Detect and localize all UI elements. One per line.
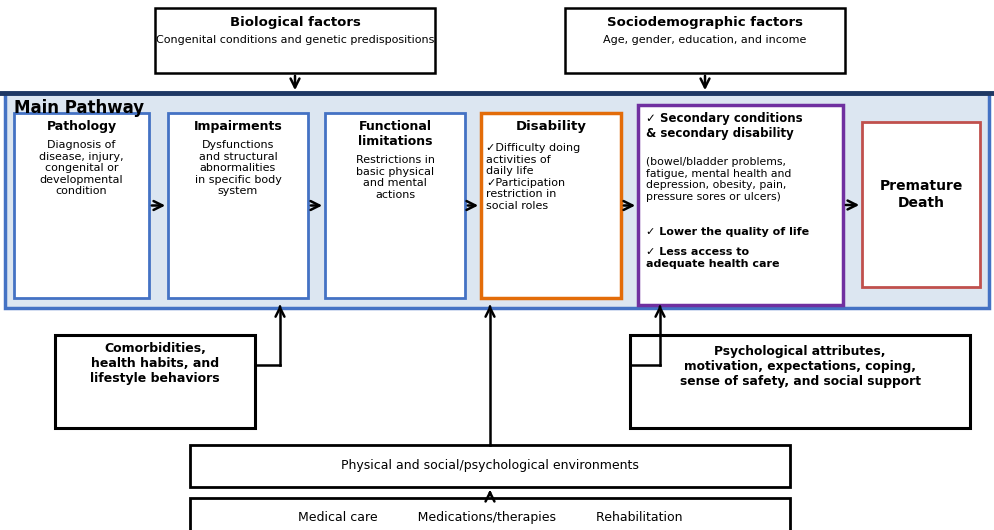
Text: Congenital conditions and genetic predispositions: Congenital conditions and genetic predis… <box>156 35 434 45</box>
Bar <box>168 113 308 298</box>
Text: Psychological attributes,
motivation, expectations, coping,
sense of safety, and: Psychological attributes, motivation, ex… <box>680 345 920 388</box>
Text: ✓ Less access to
adequate health care: ✓ Less access to adequate health care <box>646 247 779 269</box>
Text: Pathology: Pathology <box>47 120 116 133</box>
Text: Diagnosis of
disease, injury,
congenital or
developmental
condition: Diagnosis of disease, injury, congenital… <box>39 140 124 197</box>
Bar <box>862 122 980 287</box>
Bar <box>325 113 465 298</box>
Text: Sociodemographic factors: Sociodemographic factors <box>607 16 803 29</box>
Bar <box>55 335 255 428</box>
Text: ✓ Lower the quality of life: ✓ Lower the quality of life <box>646 227 809 237</box>
Text: Dysfunctions
and structural
abnormalities
in specific body
system: Dysfunctions and structural abnormalitie… <box>195 140 281 197</box>
Bar <box>14 113 149 298</box>
Text: Comorbidities,
health habits, and
lifestyle behaviors: Comorbidities, health habits, and lifest… <box>90 342 220 385</box>
Bar <box>481 113 621 298</box>
Text: ✓Difficulty doing
activities of
daily life
✓Participation
restriction in
social : ✓Difficulty doing activities of daily li… <box>486 143 580 211</box>
Text: Biological factors: Biological factors <box>230 16 361 29</box>
Text: Physical and social/psychological environments: Physical and social/psychological enviro… <box>341 460 639 473</box>
Text: Restrictions in
basic physical
and mental
actions: Restrictions in basic physical and menta… <box>356 155 434 200</box>
Bar <box>155 8 435 73</box>
Bar <box>190 445 790 487</box>
Bar <box>190 498 790 530</box>
Text: Medical care          Medications/therapies          Rehabilitation: Medical care Medications/therapies Rehab… <box>298 510 682 524</box>
Text: Main Pathway: Main Pathway <box>14 99 144 117</box>
Bar <box>565 8 845 73</box>
Text: Disability: Disability <box>516 120 586 133</box>
Text: Impairments: Impairments <box>194 120 282 133</box>
Bar <box>630 335 970 428</box>
Text: Age, gender, education, and income: Age, gender, education, and income <box>603 35 807 45</box>
Text: ✓ Secondary conditions
& secondary disability: ✓ Secondary conditions & secondary disab… <box>646 112 802 140</box>
Text: (bowel/bladder problems,
fatigue, mental health and
depression, obesity, pain,
p: (bowel/bladder problems, fatigue, mental… <box>646 157 791 202</box>
Text: Functional
limitations: Functional limitations <box>358 120 432 148</box>
Bar <box>638 105 843 305</box>
Bar <box>5 93 989 308</box>
Text: Premature
Death: Premature Death <box>880 179 962 209</box>
